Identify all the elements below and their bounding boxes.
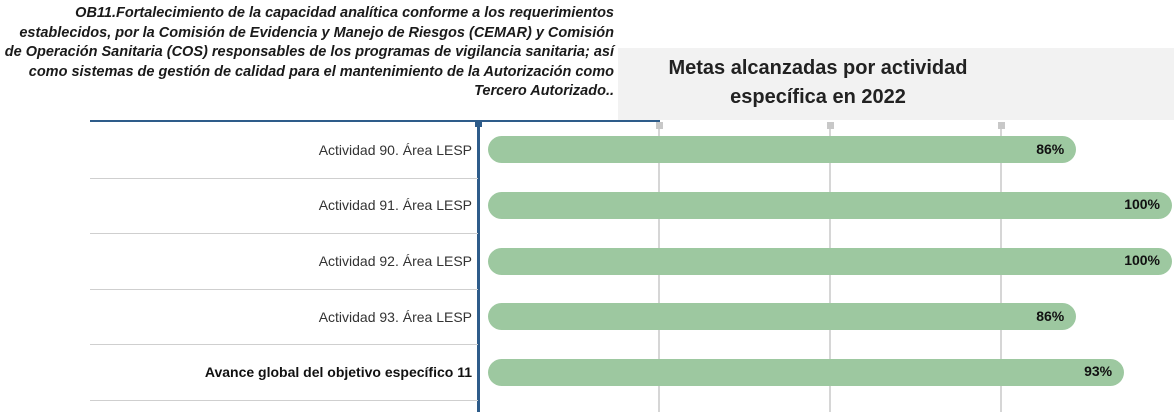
objective-text: OB11.Fortalecimiento de la capacidad ana… (4, 5, 614, 99)
category-label: Avance global del objetivo específico 11 (204, 364, 472, 381)
category-label: Actividad 93. Área LESP (318, 308, 472, 325)
row-separator (90, 344, 478, 346)
bar (488, 136, 1077, 164)
category-label: Actividad 92. Área LESP (318, 253, 472, 269)
category-label: Actividad 90. Área LESP (318, 141, 472, 158)
value-label: 86% (1036, 140, 1065, 157)
tick-cap (826, 122, 834, 129)
row-separator (90, 400, 478, 401)
axis-line (477, 120, 480, 412)
bar (488, 191, 1172, 219)
bar (488, 247, 1172, 275)
value-label: 86% (1036, 307, 1065, 324)
bar (488, 303, 1077, 331)
header-rule (90, 120, 660, 122)
value-label: 100% (1124, 196, 1160, 213)
value-label: 93% (1084, 363, 1113, 380)
tick-cap (997, 122, 1005, 129)
title-box (618, 48, 1174, 120)
tick-cap (655, 122, 663, 129)
row-separator (90, 288, 478, 290)
category-label: Actividad 91. Área LESP (318, 197, 472, 214)
row-separator (90, 177, 478, 179)
bar (488, 358, 1125, 386)
axis-cap (475, 120, 482, 127)
row-separator (90, 233, 478, 235)
value-label: 100% (1124, 252, 1160, 268)
chart-title: Metas alcanzadas por actividad específic… (668, 57, 968, 108)
